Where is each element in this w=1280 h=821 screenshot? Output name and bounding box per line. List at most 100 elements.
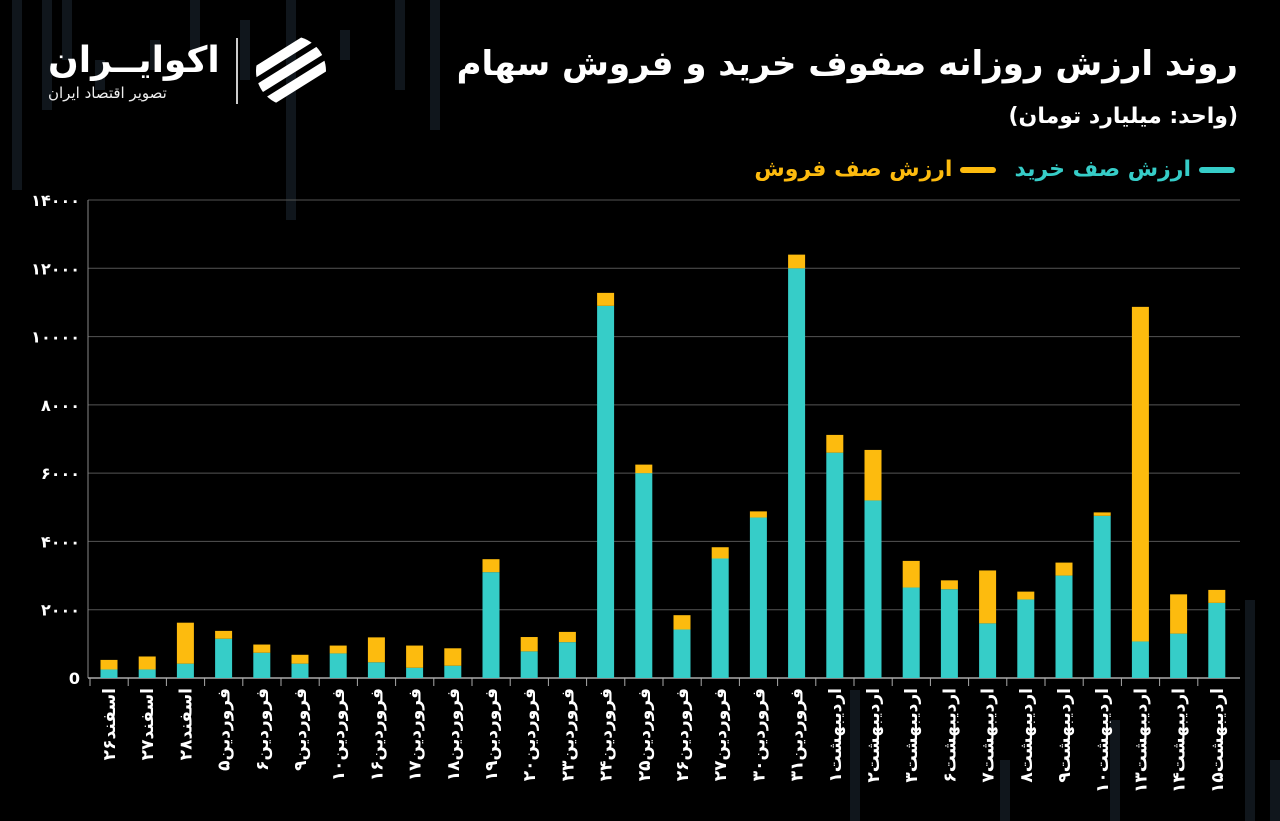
- x-tick-label: فروردین۲۳: [558, 688, 578, 781]
- x-tick-label: فروردین۲۰: [520, 688, 540, 781]
- bar-sell: [1055, 562, 1073, 576]
- bar-buy: [100, 669, 118, 678]
- bar-sell: [749, 511, 767, 518]
- bg-candle: [1245, 600, 1255, 821]
- y-tick-label: ۱۲۰۰۰: [31, 259, 80, 278]
- y-tick-label: 0: [69, 669, 80, 688]
- logo-text: اکوایــران تصویر اقتصاد ایران: [48, 39, 220, 103]
- x-tick-label: فروردین۱۰: [329, 688, 349, 781]
- bar-sell: [1170, 594, 1188, 634]
- x-tick-label: فروردین۹: [291, 688, 311, 771]
- logo-mark-icon: [255, 36, 326, 106]
- bg-candle: [62, 0, 72, 60]
- y-tick-label: ۱۰۰۰۰: [31, 328, 80, 347]
- bar-sell: [176, 622, 194, 664]
- legend-label-sell: ارزش صف فروش: [754, 157, 953, 182]
- bg-candle: [850, 690, 860, 821]
- bar-buy: [635, 473, 653, 678]
- y-tick-label: ۸۰۰۰: [41, 396, 80, 415]
- bg-candle: [340, 30, 350, 60]
- x-tick-label: فروردین۲۶: [673, 688, 693, 781]
- bar-sell: [788, 254, 806, 269]
- bg-candle: [150, 40, 160, 70]
- bar-sell: [1093, 512, 1111, 516]
- bar-buy: [864, 500, 882, 678]
- bg-candle: [1000, 760, 1010, 821]
- legend-swatch-buy: [1199, 166, 1235, 173]
- x-tick-label: اردیبهشت۱: [826, 688, 846, 783]
- bar-buy: [1131, 641, 1149, 678]
- x-tick-label: اسفند۲۸: [176, 688, 196, 760]
- bar-sell: [635, 464, 653, 474]
- bar-buy: [826, 452, 844, 678]
- chart-title: روند ارزش روزانه صفوف خرید و فروش سهام: [456, 44, 1238, 84]
- chart-unit: (واحد: میلیارد تومان): [1008, 104, 1239, 129]
- bar-sell: [291, 654, 309, 664]
- bar-sell: [864, 449, 882, 501]
- bar-sell: [597, 292, 615, 306]
- bar-sell: [1208, 589, 1226, 603]
- bar-buy: [367, 662, 385, 678]
- bar-buy: [558, 642, 576, 678]
- bg-candle: [42, 0, 52, 110]
- logo: اکوایــران تصویر اقتصاد ایران: [48, 34, 328, 108]
- legend-swatch-sell: [960, 166, 997, 173]
- x-tick-label: فروردین۱۷: [406, 688, 426, 781]
- x-tick-label: فروردین۱۹: [482, 688, 502, 781]
- x-tick-label: اردیبهشت۲: [864, 688, 884, 783]
- bar-sell: [711, 547, 729, 559]
- bar-sell: [979, 570, 997, 624]
- bar-buy: [749, 517, 767, 678]
- bar-buy: [1055, 575, 1073, 678]
- bar-buy: [711, 558, 729, 678]
- y-tick-label: ۱۴۰۰۰: [31, 191, 80, 210]
- bar-buy: [520, 651, 538, 678]
- bar-buy: [444, 665, 462, 678]
- bg-candle: [1270, 760, 1280, 821]
- x-tick-label: فروردین۲۷: [711, 688, 731, 781]
- legend-item-sell: ارزش صف فروش: [754, 157, 997, 182]
- legend-label-buy: ارزش صف خرید: [1014, 157, 1191, 182]
- logo-separator: [235, 38, 238, 104]
- x-tick-label: فروردین۳۰: [749, 688, 769, 781]
- bar-sell: [482, 559, 500, 573]
- y-tick-label: ۲۰۰۰: [41, 601, 80, 620]
- x-tick-label: فروردین۳۱: [788, 688, 808, 781]
- bar-buy: [788, 268, 806, 678]
- bg-candle: [240, 20, 250, 80]
- bar-buy: [406, 667, 424, 678]
- bar-sell: [367, 637, 385, 663]
- bar-sell: [215, 630, 233, 639]
- x-tick-label: فروردین۲۴: [597, 688, 617, 781]
- x-tick-label: فروردین۲۵: [635, 688, 655, 781]
- bar-buy: [902, 587, 920, 678]
- bar-sell: [520, 637, 538, 652]
- bg-candle: [95, 60, 105, 90]
- x-tick-label: فروردین۱۸: [444, 688, 464, 781]
- bar-sell: [138, 656, 156, 670]
- y-tick-label: ۴۰۰۰: [41, 532, 80, 551]
- bar-buy: [215, 638, 233, 678]
- bg-candle: [286, 0, 296, 220]
- x-tick-label: اردیبهشت۱۵: [1208, 688, 1228, 793]
- bar-buy: [1017, 599, 1035, 678]
- x-tick-label: اردیبهشت۱۰: [1093, 688, 1113, 793]
- bar-sell: [940, 580, 958, 590]
- bar-buy: [673, 629, 691, 678]
- bar-buy: [138, 669, 156, 678]
- bar-sell: [826, 434, 844, 453]
- bar-sell: [558, 631, 576, 643]
- bar-buy: [291, 663, 309, 678]
- bg-candle: [12, 0, 22, 190]
- x-tick-label: اسفند۲۷: [138, 688, 158, 760]
- bar-buy: [482, 572, 500, 678]
- y-tick-label: ۶۰۰۰: [41, 464, 80, 483]
- bar-sell: [253, 644, 271, 653]
- bar-sell: [1131, 306, 1149, 642]
- bar-buy: [597, 305, 615, 678]
- bar-sell: [329, 645, 347, 654]
- bar-sell: [1017, 591, 1035, 600]
- x-tick-label: فروردین۶: [253, 688, 273, 771]
